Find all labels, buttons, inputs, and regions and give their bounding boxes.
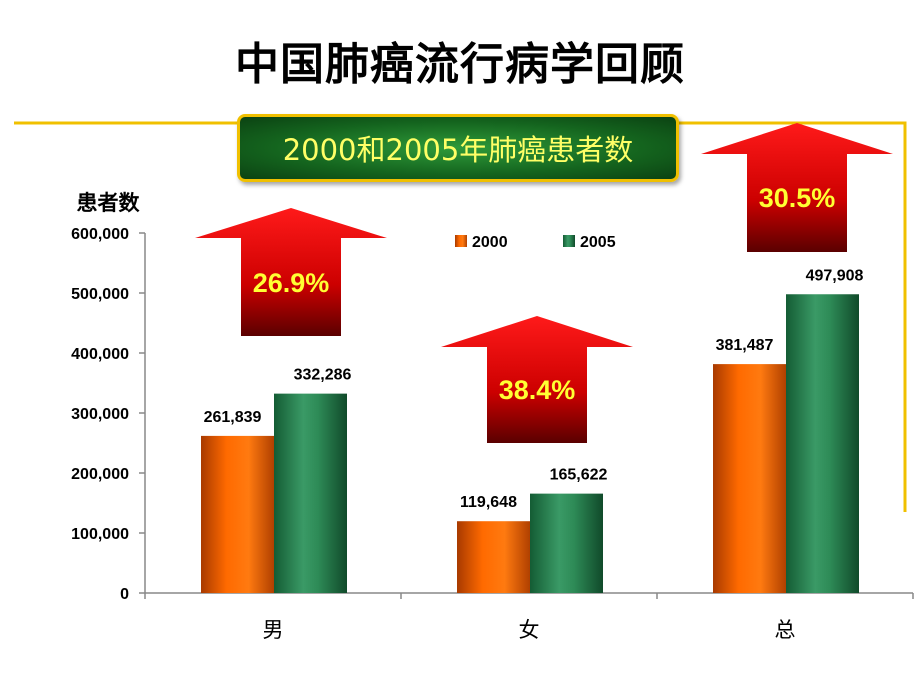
bar-value-label: 261,839	[204, 409, 262, 426]
y-tick-label: 500,000	[71, 286, 129, 303]
category-label: 女	[519, 618, 540, 642]
y-axis-title: 患者数	[77, 191, 141, 215]
y-tick-label: 600,000	[71, 226, 129, 243]
legend-label-2005: 2005	[580, 234, 616, 251]
bar-value-label: 332,286	[294, 367, 352, 384]
growth-arrow	[441, 316, 633, 443]
growth-arrow	[195, 208, 387, 336]
bar-2000-2	[713, 364, 786, 593]
growth-percent-label: 30.5%	[759, 183, 836, 213]
bar-value-label: 497,908	[806, 267, 864, 284]
y-tick-label: 400,000	[71, 346, 129, 363]
bar-value-label: 381,487	[716, 337, 774, 354]
growth-arrow	[701, 123, 893, 252]
y-tick-label: 300,000	[71, 406, 129, 423]
bar-2005-1	[530, 493, 603, 593]
bar-2005-2	[786, 294, 859, 593]
legend-swatch-2000	[455, 235, 467, 247]
bar-value-label: 165,622	[550, 467, 608, 484]
subtitle-box: 2000和2005年肺癌患者数	[237, 114, 679, 182]
page-title: 中国肺癌流行病学回顾	[235, 39, 685, 90]
subtitle: 2000和2005年肺癌患者数	[282, 133, 634, 167]
bar-2005-0	[274, 393, 347, 593]
bar-2000-0	[201, 435, 274, 593]
y-tick-label: 100,000	[71, 526, 129, 543]
legend: 2000 2005	[455, 234, 616, 251]
growth-percent-label: 26.9%	[253, 268, 330, 298]
legend-swatch-2005	[563, 235, 575, 247]
y-tick-label: 0	[120, 586, 129, 603]
category-label: 总	[775, 618, 796, 642]
legend-label-2000: 2000	[472, 234, 508, 251]
bar-value-label: 119,648	[460, 494, 517, 511]
growth-percent-label: 38.4%	[499, 375, 576, 405]
y-tick-label: 200,000	[71, 466, 129, 483]
bar-2000-1	[457, 521, 530, 593]
category-label: 男	[263, 618, 284, 642]
